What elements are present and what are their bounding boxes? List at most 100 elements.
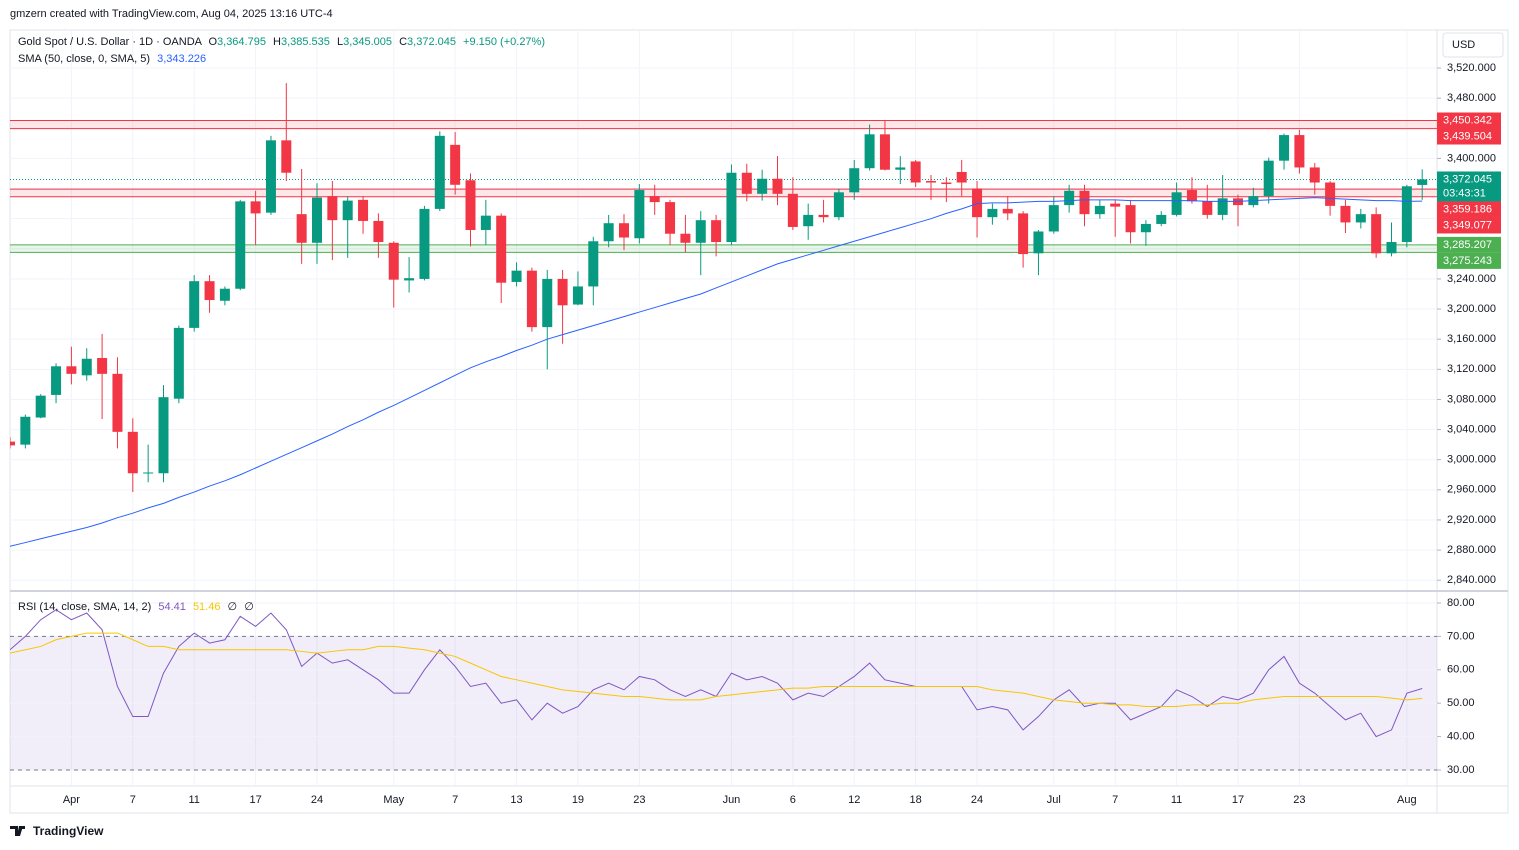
candle-body	[926, 181, 936, 183]
y-tick-label: 3,080.000	[1447, 393, 1496, 405]
candle-body	[1186, 190, 1197, 202]
candle-body	[20, 416, 31, 445]
candle-body	[342, 200, 353, 221]
currency-box[interactable]	[1442, 32, 1504, 58]
price-label: 03:43:31	[1443, 187, 1486, 199]
x-tick-label: 11	[188, 794, 199, 806]
sma-legend: SMA (50, close, 0, SMA, 5) 3,343.226	[18, 53, 206, 65]
ohlc-value: 3,385.535	[281, 36, 330, 48]
logo-mark	[10, 826, 25, 836]
sma-name: SMA (50, close, 0, SMA, 5)	[18, 53, 150, 65]
y-tick-label: 80.00	[1447, 597, 1475, 609]
candle-body	[879, 134, 890, 170]
candle-body	[1294, 135, 1305, 168]
y-tick-label: 2,920.000	[1447, 514, 1496, 526]
x-tick-label: 11	[1171, 794, 1182, 806]
rsi-title: RSI (14, close, SMA, 14, 2)	[18, 601, 151, 613]
candle-body	[143, 472, 154, 474]
na-value: ∅	[244, 601, 254, 613]
candle-body	[833, 192, 844, 218]
candle-body	[235, 201, 246, 289]
candle-body	[189, 281, 200, 328]
candle-body	[526, 270, 537, 328]
symbol-title: Gold Spot / U.S. Dollar · 1D · OANDA	[18, 36, 203, 48]
y-tick-label: 3,400.000	[1447, 152, 1496, 164]
candle-body	[741, 172, 752, 194]
na-value: ∅	[228, 601, 238, 613]
candle-body	[864, 134, 875, 169]
candle-body	[173, 327, 184, 399]
candle-body	[557, 278, 568, 306]
x-tick-label: 7	[452, 794, 458, 806]
candle-body	[480, 215, 491, 230]
y-tick-label: 3,480.000	[1447, 92, 1496, 104]
candle-body	[956, 171, 967, 183]
candle-body	[772, 178, 783, 194]
candle-body	[327, 196, 338, 221]
candle-body	[1018, 213, 1029, 255]
y-tick-label: 30.00	[1447, 764, 1475, 776]
candle-body	[1140, 223, 1151, 233]
price-label-box	[1437, 201, 1501, 218]
candle-body	[1033, 231, 1044, 254]
candle-body	[358, 199, 369, 221]
footer-logo: TradingView	[10, 824, 104, 838]
x-tick-label: Aug	[1397, 794, 1417, 806]
candle-body	[634, 190, 645, 239]
price-label-box	[1437, 236, 1501, 253]
price-label-box	[1437, 252, 1501, 269]
candle-body	[434, 135, 445, 209]
x-tick-label: 23	[1293, 794, 1305, 806]
candle-body	[1125, 205, 1136, 233]
price-label: 3,372.045	[1443, 173, 1492, 185]
candle-body	[51, 366, 62, 395]
candle-body	[1217, 198, 1228, 215]
rsi-sma-value: 51.46	[193, 601, 221, 613]
x-tick-label: 7	[130, 794, 136, 806]
candle-body	[511, 270, 522, 282]
y-tick-label: 3,040.000	[1447, 423, 1496, 435]
x-tick-label: 23	[633, 794, 645, 806]
candle-body	[81, 358, 92, 376]
y-tick-label: 2,880.000	[1447, 544, 1496, 556]
candle-body	[910, 161, 921, 183]
candle-body	[542, 278, 553, 328]
ohlc-label: H	[273, 36, 281, 48]
footer-text: TradingView	[33, 824, 104, 838]
candle-body	[312, 197, 322, 243]
x-tick-label: 17	[249, 794, 261, 806]
candle-body	[97, 358, 108, 374]
ohlc-label: L	[337, 36, 343, 48]
candle-body	[496, 215, 507, 283]
y-tick-label: 50.00	[1447, 697, 1475, 709]
price-label-box	[1437, 112, 1501, 129]
y-tick-label: 3,120.000	[1447, 363, 1496, 375]
candle-body	[1340, 205, 1351, 223]
y-tick-label: 40.00	[1447, 730, 1475, 742]
candle-body	[849, 168, 860, 193]
candle-body	[127, 431, 138, 474]
candle-body	[388, 242, 399, 280]
x-tick-label: Apr	[63, 794, 80, 806]
ohlc-value: 3,364.795	[217, 36, 266, 48]
price-label: 3,285.207	[1443, 239, 1492, 251]
candle-body	[404, 278, 415, 281]
rsi-legend: RSI (14, close, SMA, 14, 2) 54.41 51.46 …	[18, 601, 254, 613]
axes: 2,840.000 2,880.000 2,920.000 2,960.000 3,00…	[63, 62, 1501, 806]
candle-body	[158, 397, 169, 474]
x-tick-label: 12	[848, 794, 860, 806]
candle-body	[603, 223, 614, 242]
y-tick-label: 3,200.000	[1447, 303, 1496, 315]
candle-body	[1355, 214, 1366, 223]
y-tick-label: 3,240.000	[1447, 273, 1496, 285]
candle-body	[66, 366, 77, 374]
x-tick-label: 6	[790, 794, 796, 806]
y-tick-label: 60.00	[1447, 664, 1475, 676]
candle-body	[281, 140, 292, 173]
candle-body	[1110, 203, 1121, 207]
x-tick-label: 24	[311, 794, 323, 806]
candle-body	[941, 182, 952, 185]
price-label: 3,439.504	[1443, 130, 1492, 142]
candle-body	[818, 214, 829, 218]
price-label-box	[1437, 128, 1501, 145]
